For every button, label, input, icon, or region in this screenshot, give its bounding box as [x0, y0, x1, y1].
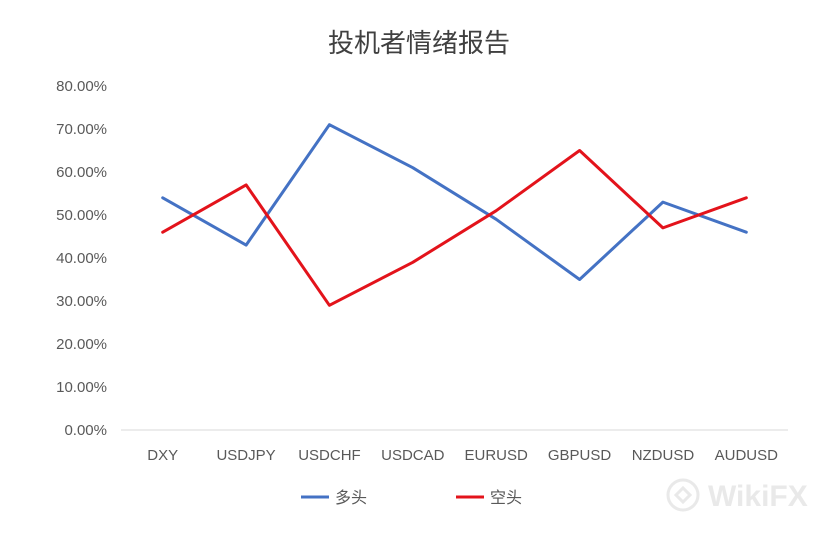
x-tick-label: AUDUSD	[715, 447, 779, 464]
x-tick-label: USDCAD	[381, 447, 445, 464]
x-axis-tick-labels: DXY USDJPY USDCHF USDCAD EURUSD GBPUSD NZDUSD A…	[147, 447, 778, 464]
x-tick-label: USDJPY	[216, 447, 275, 464]
y-tick-label: 10.00%	[56, 379, 107, 396]
series-line-1	[161, 149, 748, 307]
y-tick-label: 70.00%	[56, 121, 107, 138]
legend-item-1: 空头	[456, 489, 522, 507]
x-tick-label: GBPUSD	[548, 447, 612, 464]
y-tick-label: 30.00%	[56, 293, 107, 310]
y-tick-label: 60.00%	[56, 164, 107, 181]
chart-title: 投机者情绪报告	[328, 28, 510, 58]
y-axis-tick-labels: 0.00% 10.00% 20.00% 30.00% 40.00% 50.00% 60.00…	[56, 78, 107, 439]
y-tick-label: 20.00%	[56, 336, 107, 353]
legend: 多头 空头	[301, 489, 522, 507]
watermark-text: WikiFX	[708, 480, 808, 513]
x-tick-label: USDCHF	[298, 447, 361, 464]
legend-label: 空头	[490, 489, 522, 507]
y-tick-label: 50.00%	[56, 207, 107, 224]
legend-item-0: 多头	[301, 489, 367, 507]
x-tick-label: NZDUSD	[632, 447, 695, 464]
y-tick-label: 80.00%	[56, 78, 107, 95]
watermark-logo-icon	[666, 478, 700, 512]
y-tick-label: 40.00%	[56, 250, 107, 267]
x-tick-label: DXY	[147, 447, 178, 464]
x-tick-label: EURUSD	[465, 447, 529, 464]
series-lines	[161, 123, 748, 307]
legend-label: 多头	[335, 489, 367, 507]
y-tick-label: 0.00%	[64, 422, 107, 439]
watermark: WikiFX	[666, 478, 808, 513]
